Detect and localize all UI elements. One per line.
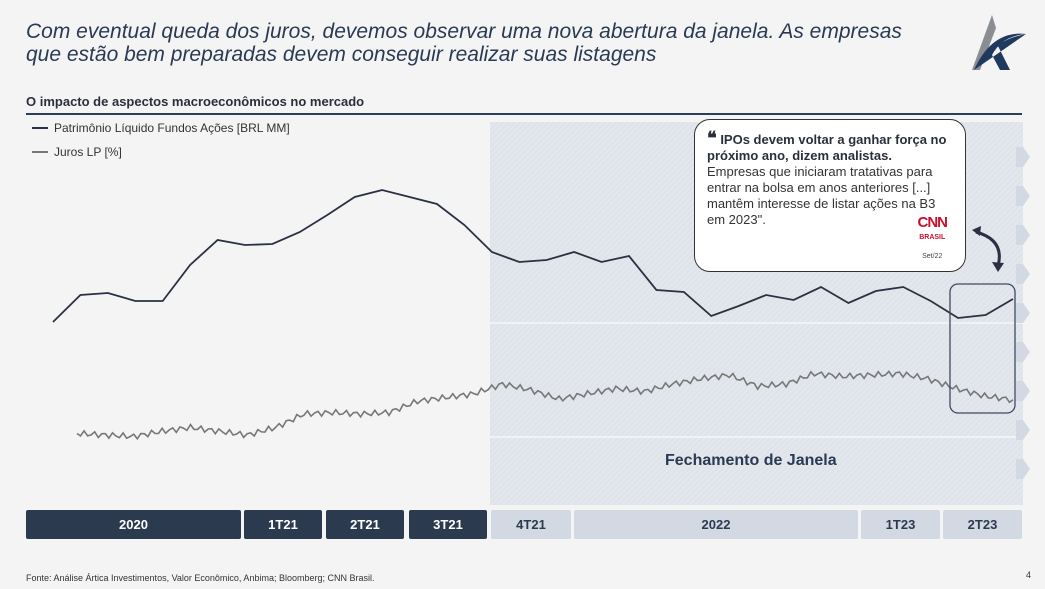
cnn-brasil-logo: CNN BRASIL Set/22 <box>918 215 948 265</box>
quote-icon: ❝ <box>707 128 717 148</box>
period-2t21: 2T21 <box>326 510 404 539</box>
legend-label: Patrimônio Líquido Fundos Ações [BRL MM] <box>54 121 290 135</box>
chevron-edge <box>1016 147 1030 479</box>
period-3t21: 3T21 <box>409 510 487 539</box>
chevron-mark <box>1016 264 1030 284</box>
period-4t21: 4T21 <box>491 510 571 539</box>
chevron-mark <box>1016 342 1030 362</box>
period-1t23: 1T23 <box>861 510 940 539</box>
chart-area <box>52 122 1030 505</box>
highlight-box <box>949 283 1016 414</box>
slide-title: Com eventual queda dos juros, devemos ob… <box>26 20 902 66</box>
news-quote-card: ❝ IPOs devem voltar a ganhar força no pr… <box>694 119 966 272</box>
period-2020: 2020 <box>26 510 241 539</box>
window-closing-label: Fechamento de Janela <box>665 452 837 469</box>
chevron-mark <box>1016 225 1030 245</box>
chevron-mark <box>1016 420 1030 440</box>
patrimonio-line <box>52 189 1014 323</box>
page-number: 4 <box>1025 570 1031 580</box>
chevron-mark <box>1016 303 1030 323</box>
quote-headline: IPOs devem voltar a ganhar força no próx… <box>707 132 947 163</box>
chevron-mark <box>1016 186 1030 206</box>
chevron-mark <box>1016 459 1030 479</box>
divider <box>26 113 1022 115</box>
juros-line <box>76 370 1014 441</box>
company-logo <box>972 15 1026 70</box>
period-2022: 2022 <box>574 510 858 539</box>
chevron-mark <box>1016 147 1030 167</box>
chart-title: O impacto de aspectos macroeconômicos no… <box>26 94 365 109</box>
period-2t23: 2T23 <box>943 510 1022 539</box>
quote-date: Set/22 <box>922 253 943 260</box>
curved-arrow-icon <box>975 230 1001 267</box>
chevron-mark <box>1016 381 1030 401</box>
legend-label: Juros LP [%] <box>54 145 122 159</box>
legend-item-juros: Juros LP [%] <box>32 145 122 159</box>
quote-body: Empresas que iniciaram tratativas para e… <box>707 164 936 227</box>
source-note: Fonte: Análise Ártica Investimentos, Val… <box>26 573 375 583</box>
legend-item-patrimonio: Patrimônio Líquido Fundos Ações [BRL MM] <box>32 121 290 135</box>
period-1t21: 1T21 <box>244 510 322 539</box>
